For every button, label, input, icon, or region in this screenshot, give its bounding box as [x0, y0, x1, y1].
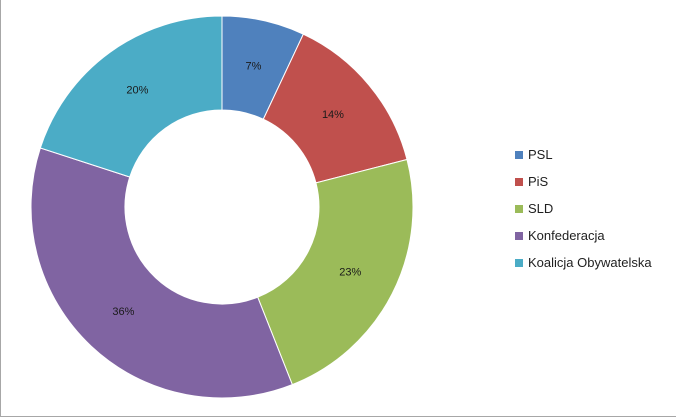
donut-slices	[30, 15, 414, 399]
legend-label-konfederacja: Konfederacja	[528, 228, 605, 243]
data-label-psl: 7%	[245, 60, 261, 72]
legend-item-sld: SLD	[515, 195, 675, 222]
slice-sld	[257, 158, 414, 386]
legend-label-sld: SLD	[528, 201, 554, 216]
legend-item-koalicja-obywatelska: Koalicja Obywatelska	[515, 249, 675, 276]
legend-item-konfederacja: Konfederacja	[515, 222, 675, 249]
data-label-koalicja-obywatelska: 20%	[126, 85, 148, 97]
data-label-pis: 14%	[322, 109, 344, 121]
legend-swatch-sld	[515, 204, 523, 213]
legend-label-psl: PSL	[528, 147, 553, 162]
chart-legend: PSL PiS SLD Konfederacja Koalicja Obywat…	[515, 141, 675, 276]
legend-swatch-psl	[515, 150, 523, 159]
slice-koalicja-obywatelska	[39, 15, 223, 178]
slice-labels: 7% 14% 23% 36% 20%	[112, 60, 361, 318]
data-label-konfederacja: 36%	[112, 306, 134, 318]
legend-swatch-pis	[515, 177, 523, 186]
legend-label-koalicja-obywatelska: Koalicja Obywatelska	[528, 255, 652, 270]
legend-swatch-konfederacja	[515, 231, 523, 240]
legend-swatch-koalicja-obywatelska	[515, 258, 523, 267]
legend-label-pis: PiS	[528, 174, 549, 189]
slice-konfederacja	[30, 147, 293, 399]
legend-item-pis: PiS	[515, 168, 675, 195]
legend-item-psl: PSL	[515, 141, 675, 168]
data-label-sld: 23%	[339, 266, 361, 278]
